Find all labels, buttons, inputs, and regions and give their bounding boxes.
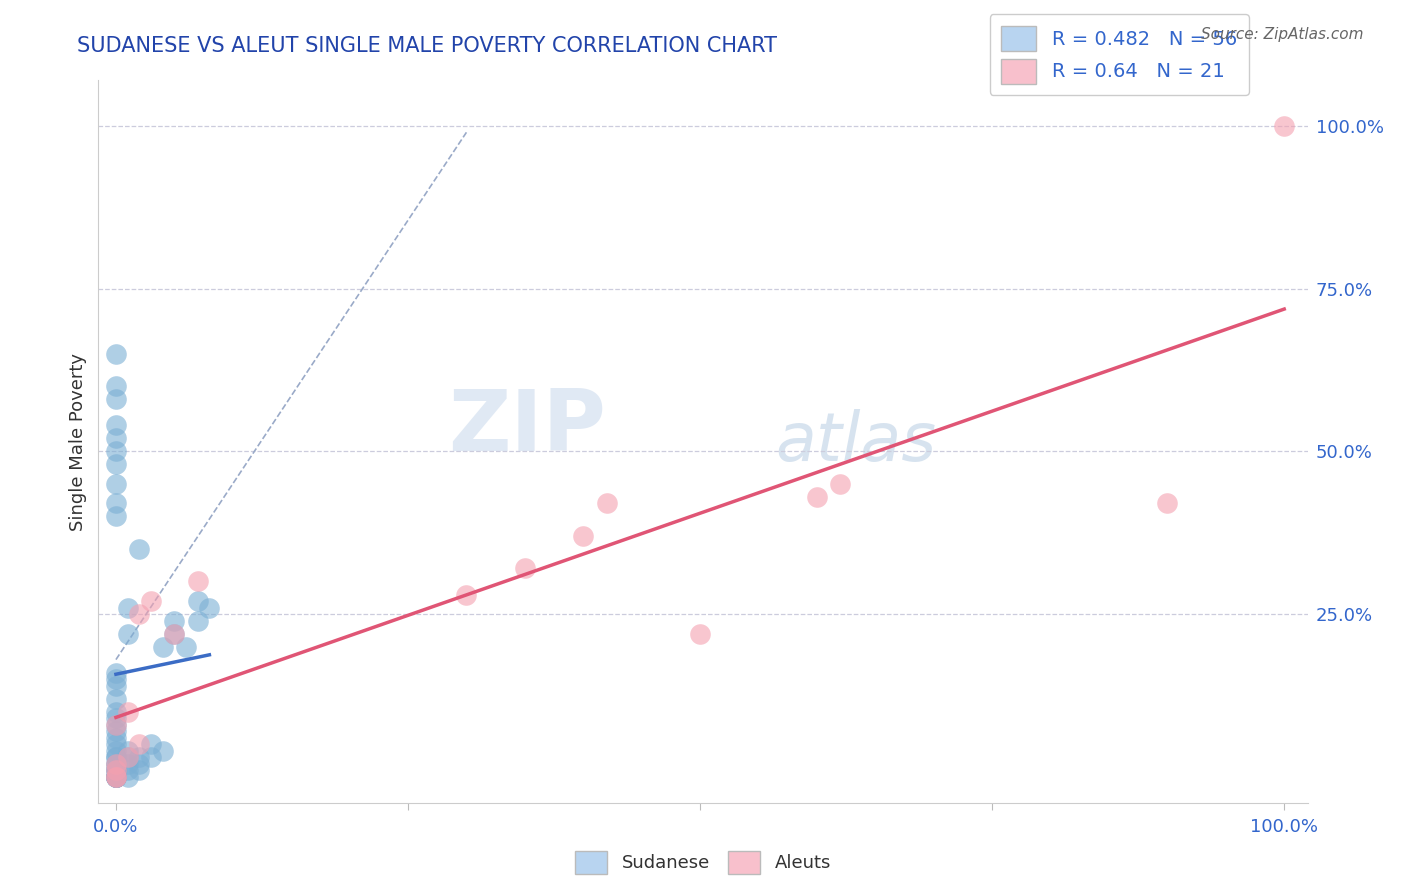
Point <box>198 600 221 615</box>
Point <box>104 496 127 510</box>
Point <box>117 770 139 784</box>
Point <box>104 750 127 764</box>
Point <box>117 705 139 719</box>
Point <box>152 744 174 758</box>
Point <box>163 614 186 628</box>
Point <box>104 705 127 719</box>
Point <box>128 737 150 751</box>
Point <box>117 626 139 640</box>
Point <box>104 764 127 778</box>
Point <box>104 665 127 680</box>
Point <box>163 626 186 640</box>
Point <box>187 574 209 589</box>
Point <box>139 594 162 608</box>
Point <box>513 561 536 575</box>
Point <box>128 756 150 771</box>
Point <box>104 476 127 491</box>
Point <box>104 770 127 784</box>
Point <box>104 756 127 771</box>
Point <box>104 724 127 739</box>
Point <box>572 529 595 543</box>
Point <box>830 476 852 491</box>
Point <box>117 750 139 764</box>
Point <box>104 770 127 784</box>
Point <box>104 764 127 778</box>
Point <box>104 737 127 751</box>
Point <box>128 541 150 556</box>
Point <box>689 626 711 640</box>
Point <box>117 764 139 778</box>
Point <box>128 750 150 764</box>
Point <box>104 717 127 731</box>
Point <box>104 756 127 771</box>
Text: ZIP: ZIP <box>449 385 606 468</box>
Point <box>139 737 162 751</box>
Point <box>128 764 150 778</box>
Point <box>104 770 127 784</box>
Point <box>1156 496 1178 510</box>
Point <box>104 770 127 784</box>
Point <box>187 614 209 628</box>
Point <box>104 379 127 393</box>
Point <box>104 392 127 407</box>
Point <box>104 764 127 778</box>
Point <box>163 626 186 640</box>
Point <box>117 600 139 615</box>
Text: Source: ZipAtlas.com: Source: ZipAtlas.com <box>1201 27 1364 42</box>
Text: atlas: atlas <box>776 409 936 475</box>
Point <box>187 594 209 608</box>
Point <box>117 750 139 764</box>
Point <box>104 509 127 524</box>
Point <box>104 458 127 472</box>
Point <box>456 587 478 601</box>
Point <box>104 444 127 458</box>
Point <box>104 717 127 731</box>
Point <box>104 731 127 745</box>
Point <box>104 418 127 433</box>
Point <box>595 496 617 510</box>
Legend: Sudanese, Aleuts: Sudanese, Aleuts <box>565 842 841 883</box>
Point <box>104 756 127 771</box>
Text: SUDANESE VS ALEUT SINGLE MALE POVERTY CORRELATION CHART: SUDANESE VS ALEUT SINGLE MALE POVERTY CO… <box>77 36 778 55</box>
Point <box>1272 119 1295 133</box>
Point <box>104 770 127 784</box>
Point <box>174 640 197 654</box>
Point <box>104 764 127 778</box>
Point <box>128 607 150 621</box>
Point <box>104 346 127 360</box>
Point <box>104 431 127 445</box>
Point <box>806 490 828 504</box>
Point <box>152 640 174 654</box>
Point <box>104 679 127 693</box>
Point <box>104 744 127 758</box>
Point <box>117 756 139 771</box>
Point <box>104 711 127 725</box>
Y-axis label: Single Male Poverty: Single Male Poverty <box>69 352 87 531</box>
Point <box>104 691 127 706</box>
Point <box>104 750 127 764</box>
Point <box>104 770 127 784</box>
Point <box>139 750 162 764</box>
Point <box>104 672 127 686</box>
Point <box>117 744 139 758</box>
Point <box>104 770 127 784</box>
Point <box>104 770 127 784</box>
Point <box>104 770 127 784</box>
